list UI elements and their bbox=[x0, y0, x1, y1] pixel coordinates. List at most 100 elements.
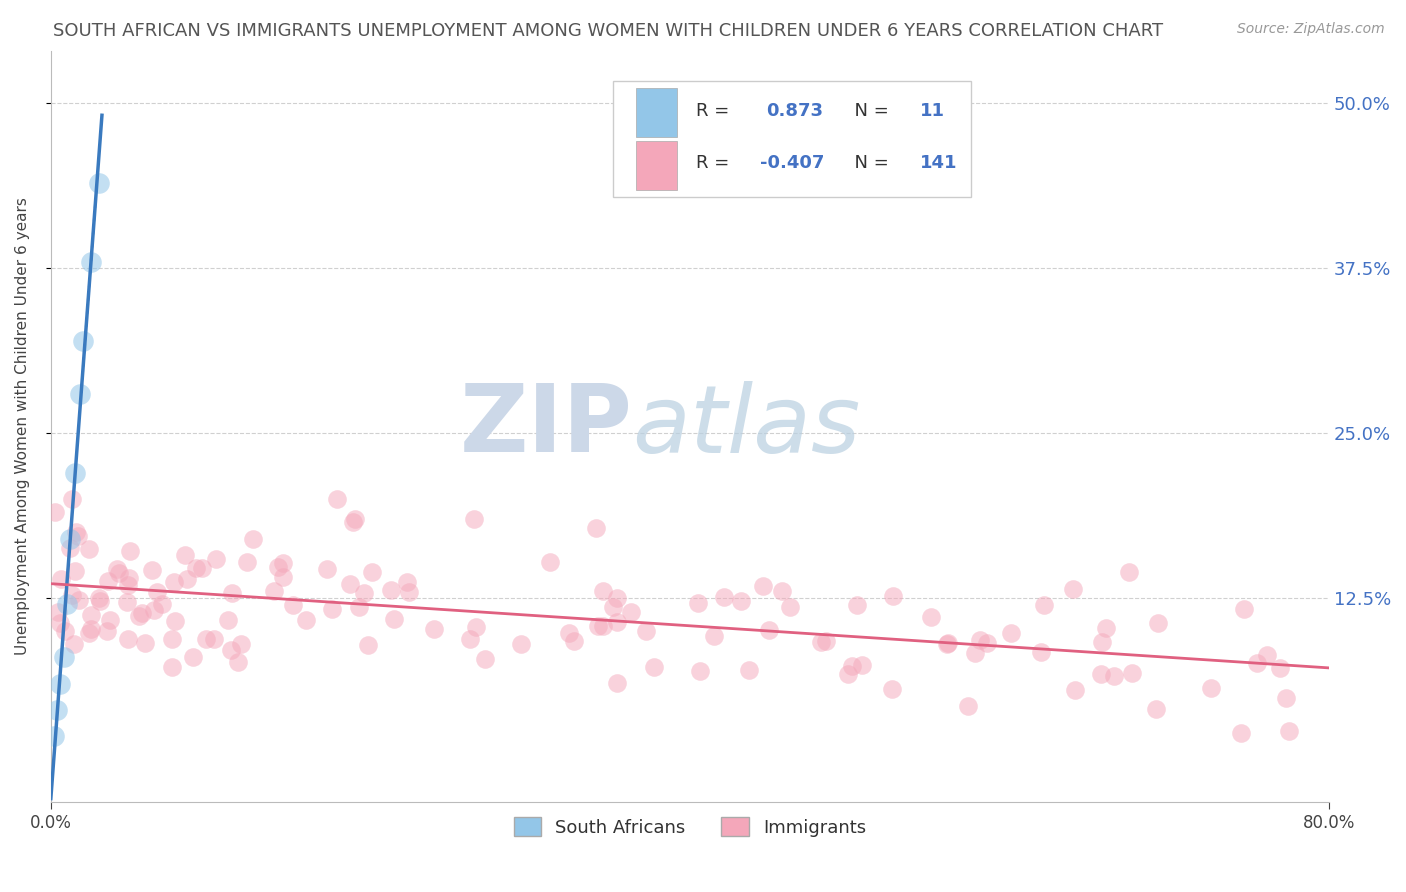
Point bbox=[49, 615, 72, 630]
Point bbox=[107, 566, 129, 581]
Point bbox=[89, 594, 111, 608]
Point bbox=[344, 512, 367, 526]
Point bbox=[382, 612, 405, 626]
Point bbox=[221, 585, 243, 599]
Point bbox=[474, 651, 496, 665]
Point bbox=[1270, 661, 1292, 675]
Point bbox=[1230, 725, 1253, 739]
Point bbox=[770, 584, 793, 599]
Point bbox=[117, 578, 139, 592]
Point bbox=[59, 532, 82, 546]
Point bbox=[263, 584, 285, 599]
Point bbox=[98, 613, 121, 627]
Point bbox=[686, 596, 709, 610]
Bar bbox=[636, 88, 678, 137]
Point bbox=[558, 626, 581, 640]
Point bbox=[810, 634, 832, 648]
Point bbox=[361, 565, 384, 579]
Point bbox=[150, 597, 173, 611]
Point bbox=[53, 624, 76, 639]
Text: R =: R = bbox=[696, 154, 735, 172]
Point bbox=[562, 633, 585, 648]
Text: 11: 11 bbox=[920, 102, 945, 120]
Point bbox=[163, 575, 186, 590]
Point bbox=[72, 334, 94, 348]
Point bbox=[1256, 648, 1278, 662]
Point bbox=[1121, 665, 1143, 680]
Point bbox=[131, 606, 153, 620]
Point bbox=[398, 585, 420, 599]
Point bbox=[118, 571, 141, 585]
Point bbox=[969, 633, 991, 648]
Point bbox=[758, 623, 780, 637]
Point bbox=[592, 619, 614, 633]
Point bbox=[606, 615, 628, 629]
Point bbox=[146, 584, 169, 599]
Point bbox=[143, 603, 166, 617]
Point bbox=[49, 676, 72, 690]
Point bbox=[1091, 635, 1114, 649]
Text: ZIP: ZIP bbox=[460, 381, 633, 473]
Point bbox=[1275, 690, 1298, 705]
Point bbox=[841, 659, 863, 673]
Point bbox=[1029, 645, 1052, 659]
Point bbox=[65, 524, 87, 539]
Point bbox=[66, 529, 89, 543]
Point bbox=[80, 254, 103, 268]
Point bbox=[184, 560, 207, 574]
Point bbox=[96, 624, 118, 638]
Point bbox=[920, 609, 942, 624]
Point bbox=[87, 176, 110, 190]
Point bbox=[1118, 565, 1140, 579]
Point bbox=[1063, 683, 1085, 698]
Point bbox=[1201, 681, 1223, 695]
Point bbox=[326, 491, 349, 506]
Legend: South Africans, Immigrants: South Africans, Immigrants bbox=[505, 808, 875, 846]
Text: atlas: atlas bbox=[633, 381, 860, 472]
Point bbox=[174, 549, 197, 563]
Point bbox=[194, 632, 217, 646]
Point bbox=[60, 588, 83, 602]
Point bbox=[963, 646, 986, 660]
Point bbox=[620, 605, 643, 619]
Point bbox=[294, 613, 316, 627]
Text: N =: N = bbox=[844, 102, 894, 120]
Point bbox=[217, 613, 239, 627]
Point bbox=[202, 632, 225, 647]
Point bbox=[957, 699, 980, 714]
Point bbox=[463, 512, 485, 526]
Point bbox=[1090, 666, 1112, 681]
Point bbox=[1144, 701, 1167, 715]
Point bbox=[242, 532, 264, 546]
Text: -0.407: -0.407 bbox=[761, 154, 824, 172]
Point bbox=[606, 591, 628, 606]
Point bbox=[46, 703, 69, 717]
Point bbox=[689, 664, 711, 678]
Point bbox=[976, 636, 998, 650]
Point bbox=[80, 622, 103, 636]
Point bbox=[936, 636, 959, 650]
Point bbox=[1000, 626, 1022, 640]
Point bbox=[752, 579, 775, 593]
Text: Source: ZipAtlas.com: Source: ZipAtlas.com bbox=[1237, 22, 1385, 37]
Point bbox=[815, 633, 838, 648]
Point bbox=[1147, 616, 1170, 631]
Point bbox=[380, 583, 402, 598]
Point bbox=[67, 592, 90, 607]
Point bbox=[592, 584, 614, 599]
Point bbox=[46, 605, 69, 619]
Point bbox=[703, 629, 725, 643]
Point bbox=[1095, 621, 1118, 635]
Point bbox=[69, 386, 91, 401]
Point bbox=[1062, 582, 1084, 596]
Point bbox=[730, 594, 752, 608]
Point bbox=[219, 643, 242, 657]
Point bbox=[134, 636, 156, 650]
Point bbox=[271, 569, 294, 583]
Y-axis label: Unemployment Among Women with Children Under 6 years: Unemployment Among Women with Children U… bbox=[15, 197, 30, 656]
Point bbox=[117, 632, 139, 646]
Point bbox=[80, 607, 103, 622]
Point bbox=[1233, 602, 1256, 616]
Point bbox=[882, 589, 904, 603]
Point bbox=[643, 660, 665, 674]
